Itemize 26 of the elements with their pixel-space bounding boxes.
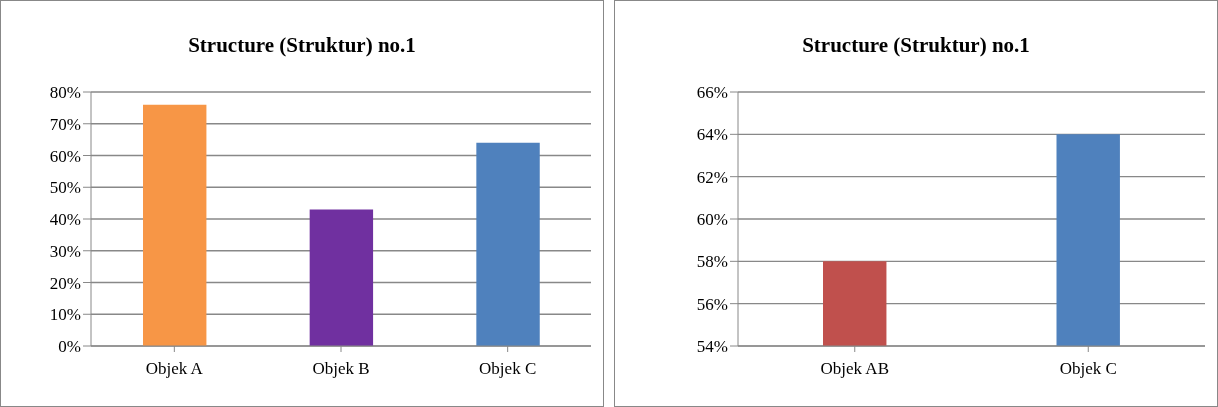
y-tick-label: 54%: [696, 337, 728, 357]
y-tick-label: 56%: [696, 294, 728, 314]
y-tick-label: 66%: [696, 83, 728, 103]
x-tick-label: Objek C: [479, 359, 537, 379]
y-tick-label: 62%: [696, 167, 728, 187]
x-tick-label: Objek B: [312, 359, 370, 379]
x-tick-label: Objek AB: [820, 359, 889, 379]
y-tick-label: 60%: [696, 210, 728, 230]
y-tick-label: 60%: [49, 146, 81, 166]
bar: [476, 142, 540, 346]
y-tick-label: 50%: [49, 178, 81, 198]
y-tick-label: 58%: [696, 252, 728, 272]
y-tick-label: 10%: [49, 305, 81, 325]
y-tick-label: 80%: [49, 83, 81, 103]
y-tick-label: 40%: [49, 210, 81, 230]
y-tick-label: 64%: [696, 125, 728, 145]
chart-title: Structure (Struktur) no.1: [801, 33, 1031, 58]
x-tick-label: Objek C: [1059, 359, 1117, 379]
y-tick-label: 70%: [49, 114, 81, 134]
y-tick-label: 30%: [49, 241, 81, 261]
x-tick-label: Objek A: [145, 359, 204, 379]
y-tick-label: 0%: [58, 337, 81, 357]
chart-title: Structure (Struktur) no.1: [187, 33, 417, 58]
bar: [309, 209, 374, 346]
bar: [143, 104, 207, 346]
y-tick-label: 20%: [49, 273, 81, 293]
